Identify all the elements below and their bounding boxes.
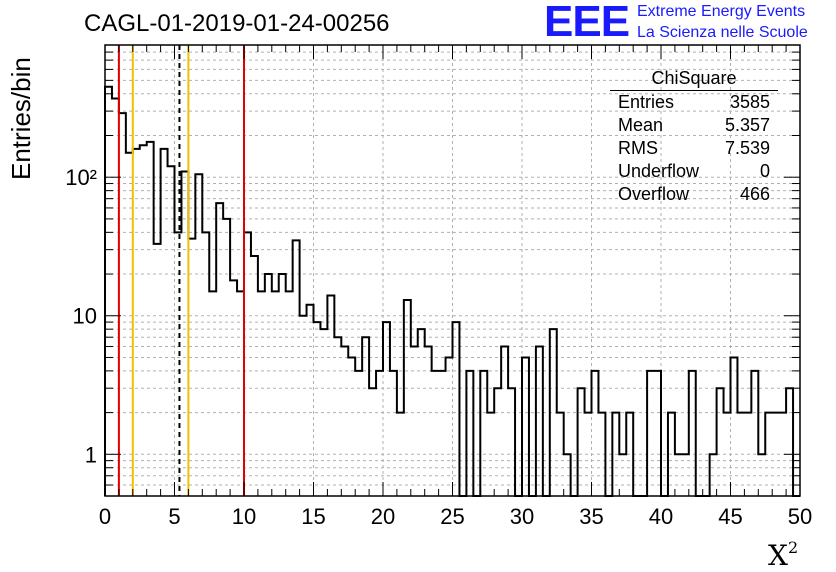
y-tick-label: 1 <box>85 442 97 467</box>
x-axis-label: X2 <box>768 538 799 572</box>
stats-value: 7.539 <box>724 138 770 158</box>
x-tick-label: 25 <box>440 504 464 529</box>
y-tick-label: 10² <box>65 165 97 190</box>
stats-row-rms: RMS 7.539 <box>610 137 778 160</box>
chart-title: CAGL-01-2019-01-24-00256 <box>84 10 390 37</box>
y-axis-label: Entries/bin <box>6 57 36 180</box>
stats-value: 5.357 <box>724 115 770 135</box>
stats-label: Underflow <box>618 161 700 181</box>
stats-value: 466 <box>739 184 770 204</box>
stats-label: Entries <box>618 92 675 112</box>
stats-row-overflow: Overflow 466 <box>610 183 778 206</box>
stats-value: 0 <box>759 161 770 181</box>
eee-logo-text: EEE <box>544 0 630 46</box>
stats-box: ChiSquare Entries 3585 Mean 5.357 RMS 7.539… <box>610 68 778 206</box>
stats-title: ChiSquare <box>610 68 778 91</box>
x-tick-label: 35 <box>579 504 603 529</box>
stats-label: RMS <box>618 138 658 158</box>
x-tick-label: 5 <box>168 504 180 529</box>
y-tick-label: 10 <box>73 304 97 329</box>
stats-row-underflow: Underflow 0 <box>610 160 778 183</box>
x-tick-label: 30 <box>510 504 534 529</box>
x-tick-label: 45 <box>718 504 742 529</box>
stats-label: Mean <box>618 115 664 135</box>
stats-label: Overflow <box>618 184 690 204</box>
x-tick-label: 0 <box>99 504 111 529</box>
stats-row-entries: Entries 3585 <box>610 91 778 114</box>
x-tick-label: 10 <box>232 504 256 529</box>
x-tick-label: 40 <box>649 504 673 529</box>
logo-line-1: Extreme Energy Events <box>637 3 806 20</box>
stats-value: 3585 <box>729 92 770 112</box>
logo-line-2: La Scienza nelle Scuole <box>637 24 808 41</box>
x-tick-label: 50 <box>788 504 812 529</box>
histogram-series <box>104 85 800 497</box>
x-tick-label: 15 <box>301 504 325 529</box>
x-tick-label: 20 <box>371 504 395 529</box>
stats-row-mean: Mean 5.357 <box>610 114 778 137</box>
